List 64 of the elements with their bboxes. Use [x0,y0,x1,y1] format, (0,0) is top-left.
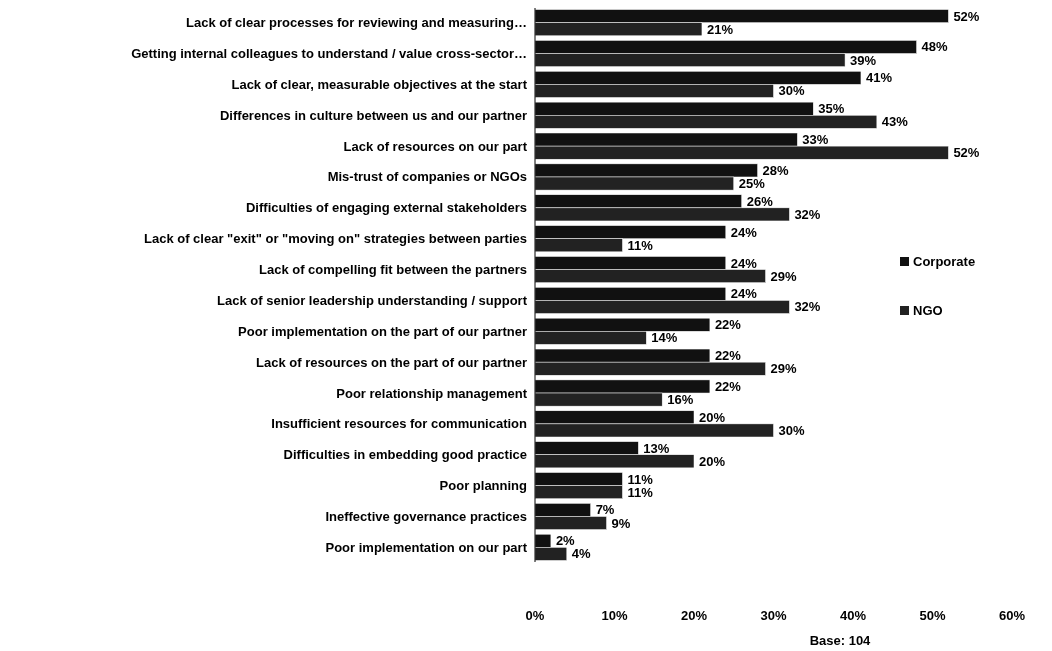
data-label: 22% [714,378,742,394]
data-label: 35% [818,101,845,117]
y-tick-label: Lack of resources on the part of our partner [256,354,527,370]
y-tick-label: Insufficient resources for communication [271,416,528,432]
data-label: 33% [802,132,829,148]
x-tick-label: 30% [760,608,787,623]
y-tick-label: Getting internal colleagues to understand / value cross-sector… [131,46,527,62]
x-tick-label: 0% [525,608,545,623]
x-tick-label: 10% [601,608,628,623]
y-tick-label: Poor relationship management [336,385,528,401]
x-tick-label: 60% [998,608,1026,623]
y-tick-label: Ineffective governance practices [325,508,527,524]
data-label: 16% [667,392,694,408]
y-tick-label: Lack of senior leadership understanding / support [217,292,528,308]
data-label: 52% [953,8,980,24]
data-label: 39% [850,52,877,68]
y-tick-label: Poor implementation on the part of our partner [238,323,527,339]
data-label: 11% [627,237,654,253]
data-label: 4% [571,546,592,562]
data-label: 22% [714,317,742,333]
data-label: 20% [699,409,726,425]
data-label: 25% [738,176,766,192]
y-tick-label: Lack of resources on our part [343,138,528,154]
data-label: 29% [770,268,798,284]
data-label: 11% [627,484,654,500]
legend-label: Corporate [913,254,976,269]
data-label: 24% [730,224,758,240]
y-tick-label: Lack of clear processes for reviewing and measuring… [185,15,527,31]
data-label: 30% [778,83,805,99]
data-label: 2% [555,533,576,549]
data-label: 20% [699,453,726,469]
text: Base: 104 [809,633,872,648]
data-label: 24% [730,255,758,271]
data-label: 52% [953,145,980,161]
y-tick-label: Difficulties in embedding good practice [283,447,527,463]
data-label: 24% [730,286,758,302]
y-tick-label: Mis-trust of companies or NGOs [327,169,527,185]
data-label: 29% [770,361,798,377]
y-tick-label: Poor planning [439,478,528,494]
data-label: 13% [643,440,670,456]
data-label: 43% [881,114,909,130]
data-label: 7% [595,502,615,518]
data-label: 41% [865,70,893,86]
legend-label: NGO [913,303,943,318]
data-label: 11% [627,471,654,487]
data-label: 21% [706,21,734,37]
data-label: 32% [794,299,821,315]
data-label: 48% [921,39,949,55]
x-tick-label: 40% [839,608,867,623]
data-label: 26% [746,193,774,209]
data-label: 28% [762,162,790,178]
data-label: 14% [651,330,678,346]
data-label: 22% [714,348,742,364]
x-tick-label: 50% [919,608,946,623]
x-tick-label: 20% [680,608,708,623]
data-label: 32% [794,206,821,222]
y-tick-label: Lack of compelling fit between the partners [259,262,527,278]
y-tick-label: Poor implementation on our part [325,539,528,555]
y-tick-label: Differences in culture between us and our partner [219,107,527,123]
y-tick-label: Difficulties of engaging external stakeholders [245,200,527,216]
y-tick-label: Lack of clear, measurable objectives at the start [231,76,528,92]
y-tick-label: Lack of clear "exit" or "moving on" strategies between parties [144,231,527,247]
data-label: 9% [611,515,631,531]
data-label: 30% [778,422,805,438]
